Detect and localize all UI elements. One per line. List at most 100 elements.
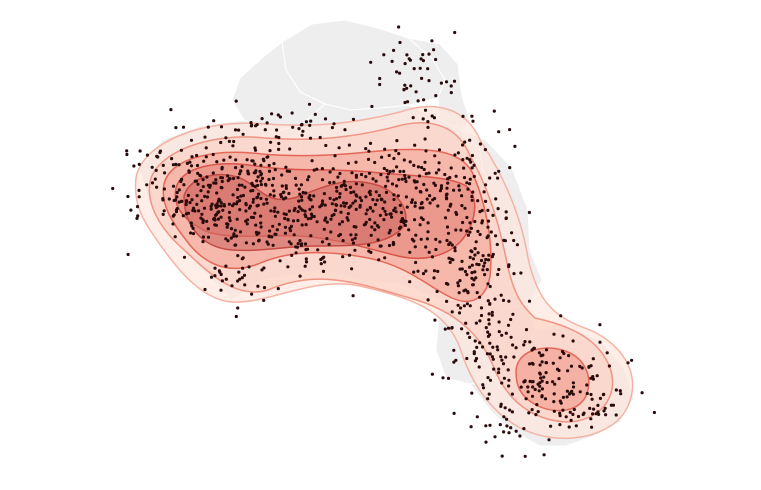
incident-point xyxy=(444,196,449,200)
incident-point xyxy=(229,227,234,231)
incident-point xyxy=(354,233,358,237)
incident-point xyxy=(501,362,506,366)
incident-point xyxy=(268,193,272,197)
incident-point xyxy=(502,415,506,419)
incident-point xyxy=(580,366,584,370)
incident-point xyxy=(425,197,429,201)
incident-point xyxy=(137,162,141,166)
incident-point xyxy=(338,232,342,237)
incident-point xyxy=(154,168,158,172)
incident-point xyxy=(318,135,322,140)
incident-point xyxy=(287,209,291,213)
incident-point xyxy=(222,158,226,162)
incident-point xyxy=(378,213,382,217)
incident-point xyxy=(271,224,275,228)
incident-point xyxy=(238,172,242,176)
incident-point xyxy=(367,171,372,175)
incident-point xyxy=(602,409,606,413)
incident-point xyxy=(406,100,410,104)
incident-point xyxy=(320,199,325,203)
incident-point xyxy=(505,417,509,421)
incident-point xyxy=(126,252,130,257)
incident-point xyxy=(472,174,476,179)
incident-point xyxy=(480,221,484,225)
incident-point xyxy=(215,160,219,164)
incident-point xyxy=(175,195,179,199)
incident-point xyxy=(395,139,399,143)
incident-point xyxy=(592,407,596,411)
incident-point xyxy=(338,195,342,199)
incident-point xyxy=(271,176,276,181)
incident-point xyxy=(189,231,193,235)
incident-point xyxy=(601,393,606,397)
incident-point xyxy=(484,440,488,444)
incident-point xyxy=(437,168,441,172)
incident-point xyxy=(315,167,319,171)
incident-point xyxy=(297,187,301,191)
incident-point xyxy=(227,177,231,181)
incident-point xyxy=(206,125,210,129)
incident-point xyxy=(374,190,378,194)
incident-point xyxy=(469,425,473,429)
incident-point xyxy=(400,177,404,181)
incident-point xyxy=(371,177,375,181)
incident-point xyxy=(534,413,538,417)
incident-point xyxy=(449,84,453,88)
incident-point xyxy=(191,232,196,236)
incident-point xyxy=(460,259,464,263)
incident-point xyxy=(422,98,426,102)
incident-point xyxy=(189,138,194,142)
incident-point xyxy=(333,154,337,158)
incident-point xyxy=(201,185,205,189)
incident-point xyxy=(196,171,200,175)
incident-point xyxy=(255,179,259,183)
incident-point xyxy=(453,246,457,250)
incident-point xyxy=(414,233,418,237)
incident-point xyxy=(506,323,511,327)
incident-point xyxy=(224,136,228,140)
incident-point xyxy=(365,208,369,212)
incident-point xyxy=(481,254,485,258)
incident-point xyxy=(289,242,293,246)
incident-point xyxy=(386,179,390,183)
incident-point xyxy=(272,189,276,193)
incident-point xyxy=(370,225,374,229)
incident-point xyxy=(421,59,425,63)
incident-point xyxy=(181,125,186,129)
incident-point xyxy=(241,193,245,198)
incident-point xyxy=(205,175,209,179)
incident-point xyxy=(509,317,513,322)
incident-point xyxy=(538,381,542,385)
incident-point xyxy=(234,314,238,319)
incident-point xyxy=(557,368,561,373)
incident-point xyxy=(265,121,269,125)
incident-point xyxy=(171,214,175,218)
incident-point xyxy=(428,194,432,198)
incident-point xyxy=(461,114,465,118)
incident-point xyxy=(574,424,578,428)
incident-point xyxy=(369,250,373,254)
incident-point xyxy=(468,335,472,339)
incident-point xyxy=(370,104,374,109)
incident-point xyxy=(202,206,207,210)
incident-point xyxy=(427,52,431,56)
incident-point xyxy=(504,216,508,221)
incident-point xyxy=(507,431,511,435)
incident-point xyxy=(444,193,448,197)
incident-point xyxy=(472,163,476,167)
incident-point xyxy=(403,62,407,66)
incident-point xyxy=(397,226,402,230)
incident-point xyxy=(485,268,489,272)
incident-point xyxy=(432,269,437,273)
incident-point xyxy=(510,392,514,396)
incident-point xyxy=(339,204,343,208)
incident-point xyxy=(225,225,229,229)
incident-point xyxy=(251,188,255,193)
incident-point xyxy=(257,192,261,196)
incident-point xyxy=(399,210,403,215)
incident-point xyxy=(614,388,618,392)
incident-point xyxy=(387,243,392,248)
incident-point xyxy=(297,127,301,131)
incident-point xyxy=(540,387,545,391)
incident-point xyxy=(434,57,438,62)
